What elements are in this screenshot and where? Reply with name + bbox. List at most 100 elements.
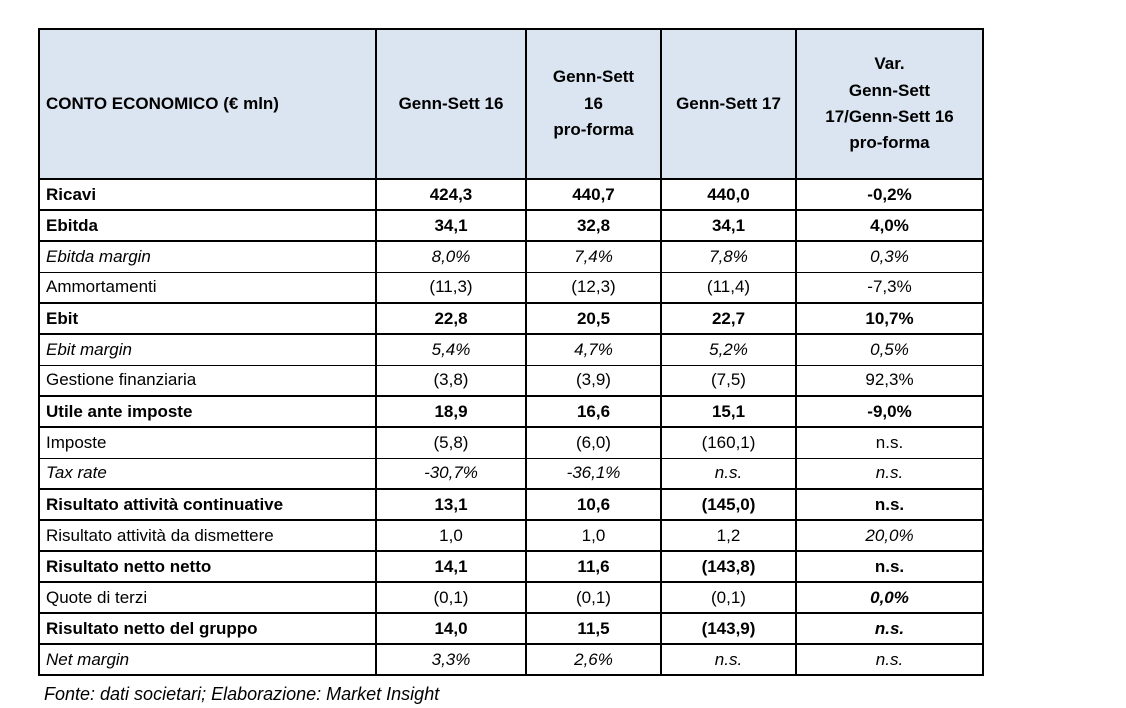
value-cell: 440,7 — [525, 178, 662, 211]
value-cell: n.s. — [795, 643, 984, 676]
value-cell: 32,8 — [525, 209, 662, 242]
value-cell: n.s. — [660, 457, 797, 490]
value-cell: -0,2% — [795, 178, 984, 211]
value-cell: 11,6 — [525, 550, 662, 583]
table-row: Risultato netto del gruppo 14,0 11,5 (143,9… — [38, 612, 984, 645]
value-cell: 2,6% — [525, 643, 662, 676]
value-cell: 14,1 — [375, 550, 527, 583]
value-cell: (0,1) — [525, 581, 662, 614]
value-cell: 10,7% — [795, 302, 984, 335]
row-label-cell: Ebit margin — [38, 333, 377, 366]
header-var-genn-sett: Var. Genn-Sett 17/Genn-Sett 16 pro-forma — [795, 28, 984, 180]
value-cell: 4,7% — [525, 333, 662, 366]
value-cell: 13,1 — [375, 488, 527, 521]
value-cell: 15,1 — [660, 395, 797, 428]
value-cell: 11,5 — [525, 612, 662, 645]
value-cell: (5,8) — [375, 426, 527, 459]
value-cell: 20,5 — [525, 302, 662, 335]
value-cell: 0,0% — [795, 581, 984, 614]
header-conto-economico: CONTO ECONOMICO (€ mln) — [38, 28, 377, 180]
table-row: Tax rate -30,7% -36,1% n.s. n.s. — [38, 457, 984, 490]
value-cell: (0,1) — [375, 581, 527, 614]
table-row: Risultato netto netto 14,1 11,6 (143,8) n.s. — [38, 550, 984, 583]
value-cell: n.s. — [795, 612, 984, 645]
header-genn-sett-17: Genn-Sett 17 — [660, 28, 797, 180]
value-cell: (6,0) — [525, 426, 662, 459]
value-cell: -9,0% — [795, 395, 984, 428]
table-row: Gestione finanziaria (3,8) (3,9) (7,5) 92,3% — [38, 364, 984, 397]
row-label-cell: Tax rate — [38, 457, 377, 490]
value-cell: (11,4) — [660, 271, 797, 304]
header-genn-sett-16: Genn-Sett 16 — [375, 28, 527, 180]
value-cell: n.s. — [795, 426, 984, 459]
row-label-cell: Risultato attività continuative — [38, 488, 377, 521]
row-label-cell: Risultato attività da dismettere — [38, 519, 377, 552]
row-label-cell: Ebitda — [38, 209, 377, 242]
table-row: Ricavi 424,3 440,7 440,0 -0,2% — [38, 178, 984, 211]
row-label-cell: Imposte — [38, 426, 377, 459]
value-cell: (143,8) — [660, 550, 797, 583]
value-cell: 7,4% — [525, 240, 662, 273]
income-statement-table: CONTO ECONOMICO (€ mln) Genn-Sett 16 Gen… — [38, 28, 984, 676]
row-label-cell: Quote di terzi — [38, 581, 377, 614]
value-cell: n.s. — [795, 457, 984, 490]
value-cell: (7,5) — [660, 364, 797, 397]
value-cell: (11,3) — [375, 271, 527, 304]
value-cell: n.s. — [795, 550, 984, 583]
value-cell: n.s. — [795, 488, 984, 521]
row-label-cell: Ebit — [38, 302, 377, 335]
table-row: Net margin 3,3% 2,6% n.s. n.s. — [38, 643, 984, 676]
header-genn-sett-16-proforma: Genn-Sett 16 pro-forma — [525, 28, 662, 180]
table-row: Ebit margin 5,4% 4,7% 5,2% 0,5% — [38, 333, 984, 366]
value-cell: 10,6 — [525, 488, 662, 521]
value-cell: n.s. — [660, 643, 797, 676]
value-cell: 34,1 — [660, 209, 797, 242]
value-cell: (145,0) — [660, 488, 797, 521]
value-cell: -7,3% — [795, 271, 984, 304]
table-row: Ammortamenti (11,3) (12,3) (11,4) -7,3% — [38, 271, 984, 304]
row-label-cell: Risultato netto del gruppo — [38, 612, 377, 645]
value-cell: (12,3) — [525, 271, 662, 304]
table-row: Ebit 22,8 20,5 22,7 10,7% — [38, 302, 984, 335]
row-label-cell: Ammortamenti — [38, 271, 377, 304]
value-cell: 8,0% — [375, 240, 527, 273]
value-cell: 3,3% — [375, 643, 527, 676]
table-row: Ebitda 34,1 32,8 34,1 4,0% — [38, 209, 984, 242]
row-label-cell: Ricavi — [38, 178, 377, 211]
header-row: CONTO ECONOMICO (€ mln) Genn-Sett 16 Gen… — [38, 28, 984, 180]
value-cell: (143,9) — [660, 612, 797, 645]
table-body: Ricavi 424,3 440,7 440,0 -0,2% Ebitda 34,1 32,8… — [38, 178, 984, 676]
value-cell: -30,7% — [375, 457, 527, 490]
value-cell: 20,0% — [795, 519, 984, 552]
value-cell: 1,0 — [375, 519, 527, 552]
value-cell: 0,3% — [795, 240, 984, 273]
value-cell: 1,2 — [660, 519, 797, 552]
value-cell: 1,0 — [525, 519, 662, 552]
value-cell: 92,3% — [795, 364, 984, 397]
value-cell: -36,1% — [525, 457, 662, 490]
table-row: Ebitda margin 8,0% 7,4% 7,8% 0,3% — [38, 240, 984, 273]
table-row: Risultato attività da dismettere 1,0 1,0 1,… — [38, 519, 984, 552]
table-row: Risultato attività continuative 13,1 10,6(… — [38, 488, 984, 521]
table-row: Imposte (5,8) (6,0) (160,1) n.s. — [38, 426, 984, 459]
value-cell: 7,8% — [660, 240, 797, 273]
table-row: Quote di terzi (0,1) (0,1) (0,1) 0,0% — [38, 581, 984, 614]
value-cell: 22,8 — [375, 302, 527, 335]
value-cell: 5,4% — [375, 333, 527, 366]
value-cell: 0,5% — [795, 333, 984, 366]
value-cell: 18,9 — [375, 395, 527, 428]
row-label-cell: Ebitda margin — [38, 240, 377, 273]
row-label-cell: Utile ante imposte — [38, 395, 377, 428]
value-cell: 22,7 — [660, 302, 797, 335]
value-cell: 440,0 — [660, 178, 797, 211]
row-label-cell: Gestione finanziaria — [38, 364, 377, 397]
value-cell: 424,3 — [375, 178, 527, 211]
value-cell: 14,0 — [375, 612, 527, 645]
source-note: Fonte: dati societari; Elaborazione: Mar… — [44, 684, 440, 704]
row-label-cell: Risultato netto netto — [38, 550, 377, 583]
value-cell: 5,2% — [660, 333, 797, 366]
value-cell: 16,6 — [525, 395, 662, 428]
value-cell: (160,1) — [660, 426, 797, 459]
row-label-cell: Net margin — [38, 643, 377, 676]
